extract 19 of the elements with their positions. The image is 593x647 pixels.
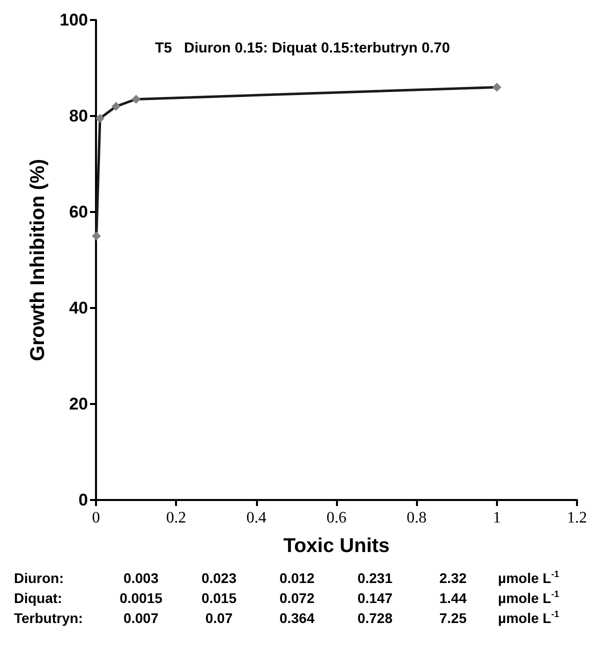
- y-tick-label: 40: [69, 298, 88, 318]
- y-axis-title: Growth Inhibition (%): [27, 158, 49, 362]
- text: Diquat: 0.0015 0.015 0.072 0.147 1.44 µmole L$^{-1}$: [14, 589, 560, 606]
- x-tick-label: 0: [92, 510, 100, 526]
- text: T5 Diuron 0.15: Diquat 0.15:terbutryn 0.70: [155, 40, 450, 56]
- x-tick-label: 0.8: [406, 510, 427, 526]
- y-tick-label: 80: [69, 106, 88, 126]
- x-tick-label: 1: [492, 510, 501, 526]
- y-tick-label: 60: [69, 202, 88, 222]
- text: Terbutryn: 0.007 0.07 0.364 0.728 7.25 µmole L$^{-1}$: [14, 609, 560, 626]
- text: Diuron: 0.003 0.023 0.012 0.231 2.32 µmole L$^{-1}$: [14, 569, 560, 586]
- x-tick-label: 0.2: [166, 510, 186, 526]
- x-tick-label: 0.6: [326, 510, 346, 526]
- y-tick-label: 0: [78, 490, 88, 510]
- y-tick-label: 100: [60, 10, 88, 30]
- x-axis-title: Toxic Units: [283, 535, 390, 557]
- y-tick-label: 20: [69, 394, 88, 414]
- x-tick-label: 1.2: [567, 510, 587, 526]
- x-tick-label: 0.4: [246, 510, 266, 526]
